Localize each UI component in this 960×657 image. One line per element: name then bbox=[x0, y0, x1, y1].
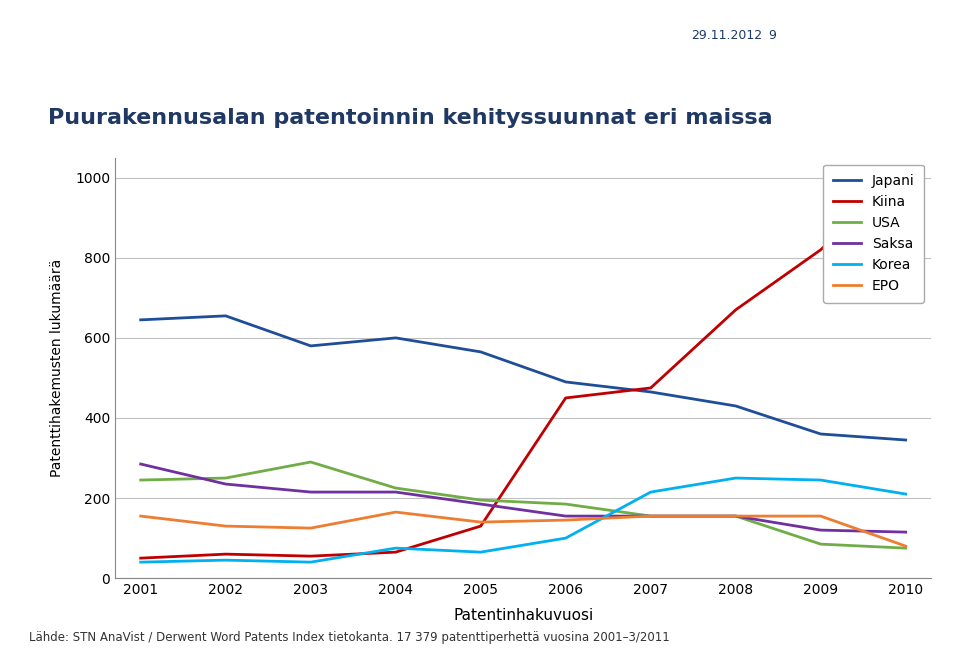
USA bbox=[560, 500, 571, 508]
Kiina bbox=[900, 166, 911, 173]
Japani bbox=[815, 430, 827, 438]
USA bbox=[900, 544, 911, 552]
Saksa bbox=[135, 460, 147, 468]
Kiina bbox=[220, 550, 231, 558]
Kiina bbox=[135, 555, 147, 562]
Text: 29.11.2012: 29.11.2012 bbox=[691, 29, 762, 42]
Line: Kiina: Kiina bbox=[141, 170, 905, 558]
X-axis label: Patentinhakuvuosi: Patentinhakuvuosi bbox=[453, 608, 593, 623]
Korea bbox=[900, 490, 911, 498]
Text: Lähde: STN AnaVist / Derwent Word Patents Index tietokanta. 17 379 patenttiperhe: Lähde: STN AnaVist / Derwent Word Patent… bbox=[29, 631, 669, 644]
Line: Japani: Japani bbox=[141, 316, 905, 440]
Japani bbox=[475, 348, 487, 356]
Japani bbox=[560, 378, 571, 386]
Saksa bbox=[390, 488, 401, 496]
Japani bbox=[390, 334, 401, 342]
Saksa bbox=[645, 512, 657, 520]
Line: USA: USA bbox=[141, 462, 905, 548]
USA bbox=[645, 512, 657, 520]
Saksa bbox=[220, 480, 231, 488]
Korea bbox=[730, 474, 741, 482]
Text: Puurakennusalan patentoinnin kehityssuunnat eri maissa: Puurakennusalan patentoinnin kehityssuun… bbox=[48, 108, 773, 128]
Y-axis label: Patenttihakemusten lukumäärä: Patenttihakemusten lukumäärä bbox=[50, 259, 64, 477]
Japani bbox=[135, 316, 147, 324]
EPO bbox=[560, 516, 571, 524]
EPO bbox=[135, 512, 147, 520]
Line: EPO: EPO bbox=[141, 512, 905, 546]
Korea bbox=[305, 558, 317, 566]
USA bbox=[815, 540, 827, 548]
Korea bbox=[390, 544, 401, 552]
Korea bbox=[560, 534, 571, 542]
EPO bbox=[305, 524, 317, 532]
Saksa bbox=[815, 526, 827, 534]
Saksa bbox=[305, 488, 317, 496]
Japani bbox=[900, 436, 911, 444]
EPO bbox=[900, 542, 911, 550]
Kiina bbox=[730, 306, 741, 314]
EPO bbox=[220, 522, 231, 530]
EPO bbox=[390, 508, 401, 516]
Japani bbox=[220, 312, 231, 320]
USA bbox=[390, 484, 401, 492]
EPO bbox=[645, 512, 657, 520]
Legend: Japani, Kiina, USA, Saksa, Korea, EPO: Japani, Kiina, USA, Saksa, Korea, EPO bbox=[823, 165, 924, 303]
EPO bbox=[475, 518, 487, 526]
Korea bbox=[220, 556, 231, 564]
Korea bbox=[815, 476, 827, 484]
USA bbox=[220, 474, 231, 482]
USA bbox=[305, 458, 317, 466]
Kiina bbox=[390, 548, 401, 556]
Kiina bbox=[815, 246, 827, 254]
EPO bbox=[815, 512, 827, 520]
Saksa bbox=[730, 512, 741, 520]
USA bbox=[135, 476, 147, 484]
Saksa bbox=[475, 500, 487, 508]
USA bbox=[475, 496, 487, 504]
Japani bbox=[305, 342, 317, 350]
Text: 9: 9 bbox=[768, 29, 776, 42]
Saksa bbox=[560, 512, 571, 520]
Kiina bbox=[475, 522, 487, 530]
Kiina bbox=[645, 384, 657, 392]
Korea bbox=[645, 488, 657, 496]
Japani bbox=[730, 402, 741, 410]
Korea bbox=[135, 558, 147, 566]
Japani bbox=[645, 388, 657, 396]
USA bbox=[730, 512, 741, 520]
Line: Saksa: Saksa bbox=[141, 464, 905, 532]
Korea bbox=[475, 548, 487, 556]
Saksa bbox=[900, 528, 911, 536]
Kiina bbox=[305, 552, 317, 560]
Line: Korea: Korea bbox=[141, 478, 905, 562]
Kiina bbox=[560, 394, 571, 402]
EPO bbox=[730, 512, 741, 520]
